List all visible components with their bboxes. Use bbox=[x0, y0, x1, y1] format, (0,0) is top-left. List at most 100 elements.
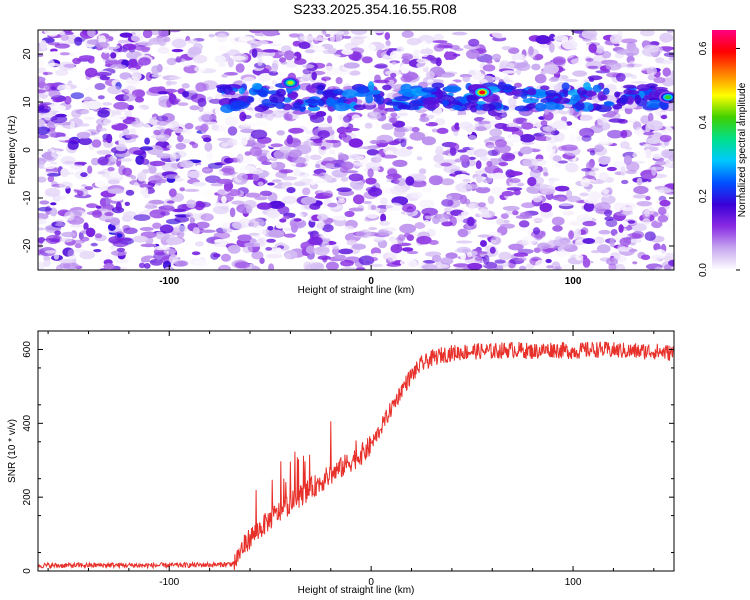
spectrogram-cell bbox=[257, 57, 263, 66]
spectrogram-cell bbox=[545, 89, 557, 97]
spectrogram-cell bbox=[628, 239, 642, 243]
spectrogram-cell bbox=[38, 227, 45, 231]
spectrogram-cell bbox=[659, 199, 671, 207]
spectrogram-cell bbox=[346, 239, 358, 246]
spectrogram-cell bbox=[149, 258, 164, 266]
spectrogram-cell bbox=[432, 40, 448, 44]
spectrogram-cell bbox=[153, 248, 167, 256]
spectrogram-cell bbox=[397, 234, 406, 241]
spectrogram-cell bbox=[574, 228, 582, 238]
spectrogram-cell bbox=[195, 164, 203, 172]
spectrogram-cell bbox=[170, 152, 177, 163]
spectrogram-cell bbox=[386, 263, 402, 267]
spectrogram-cells bbox=[38, 30, 674, 270]
spectrogram-cell bbox=[74, 36, 83, 46]
spectrogram-cell bbox=[485, 59, 493, 64]
spectrogram-cell bbox=[468, 156, 476, 160]
spectrogram-cell bbox=[231, 200, 245, 205]
spectrogram-cell bbox=[74, 161, 87, 165]
spectrogram-cell bbox=[603, 87, 610, 95]
spectrogram-cell bbox=[416, 235, 432, 245]
spectrogram-cell bbox=[337, 152, 345, 160]
spectrogram-cell bbox=[250, 129, 268, 140]
spectrogram-cell bbox=[327, 47, 337, 54]
spectrogram-cell bbox=[646, 137, 661, 145]
spectrogram-cell bbox=[65, 83, 81, 91]
spectrogram-cell bbox=[606, 166, 617, 172]
spectrogram-cell bbox=[246, 204, 253, 214]
spectrogram-cell bbox=[570, 58, 587, 66]
spectrogram-x-axis-label: Height of straight line (km) bbox=[298, 285, 415, 296]
spectrogram-cell bbox=[646, 120, 664, 131]
spectrogram-cell bbox=[525, 103, 536, 110]
spectrogram-cell bbox=[227, 244, 241, 254]
spectrogram-cell bbox=[138, 262, 146, 269]
spectrogram-cell bbox=[413, 49, 421, 55]
spectrogram-cell bbox=[107, 167, 115, 172]
spectrogram-cell bbox=[291, 156, 307, 164]
spectrogram-cell bbox=[602, 188, 610, 194]
spectrogram-cell bbox=[38, 76, 46, 83]
spectrogram-cell bbox=[262, 30, 279, 37]
spectrogram-cell bbox=[519, 133, 536, 143]
spectrogram-cell bbox=[63, 30, 72, 33]
spectrogram-cell bbox=[399, 223, 416, 234]
spectrogram-cell bbox=[200, 213, 214, 222]
spectrogram-cell bbox=[97, 171, 106, 175]
spectrogram-cell bbox=[179, 160, 194, 169]
spectrogram-cell bbox=[365, 177, 377, 185]
spectrogram-cell bbox=[613, 202, 627, 211]
spectrogram-cell bbox=[283, 233, 296, 238]
spectrogram-cell bbox=[529, 169, 541, 179]
spectrogram-cell bbox=[115, 143, 127, 152]
spectrogram-cell bbox=[177, 102, 189, 106]
spectrogram-cell bbox=[105, 60, 123, 65]
spectrogram-cell bbox=[302, 30, 320, 35]
spectrogram-cell bbox=[630, 81, 648, 84]
spectrogram-cell bbox=[159, 224, 174, 234]
colorbar: 0.0 0.2 0.4 0.6 Normalized spectral amplitu… bbox=[698, 30, 748, 277]
spectrogram-cell bbox=[55, 222, 66, 227]
spectrogram-cell bbox=[317, 100, 325, 107]
spectrogram-cell bbox=[288, 33, 301, 38]
spectrogram-cell bbox=[168, 188, 177, 198]
spectrogram-cell bbox=[258, 155, 268, 163]
spectrogram-cell bbox=[535, 259, 547, 269]
spectrogram-cell bbox=[367, 81, 375, 91]
spectrogram-cell bbox=[160, 66, 171, 70]
spectrogram-cell bbox=[467, 251, 473, 258]
spectrogram-cell bbox=[254, 105, 267, 112]
spectrogram-cell bbox=[216, 86, 226, 93]
spectrogram-cell bbox=[376, 134, 394, 144]
spectrogram-cell bbox=[272, 40, 290, 45]
spectrogram-cell bbox=[406, 250, 419, 255]
spectrogram-cell bbox=[543, 64, 559, 74]
spectrogram-cell bbox=[497, 264, 504, 270]
colorbar-tick-label: 0.6 bbox=[698, 41, 709, 55]
spectrogram-cell bbox=[143, 263, 151, 269]
spectrogram-cell bbox=[317, 123, 332, 128]
spectrogram-cell bbox=[487, 195, 495, 205]
spectrogram-cell bbox=[554, 103, 565, 110]
spectrogram-cell bbox=[38, 212, 49, 221]
spectrogram-cell bbox=[315, 111, 327, 117]
spectrogram-cell bbox=[174, 98, 181, 103]
spectrogram-cell bbox=[507, 62, 515, 70]
spectrogram-cell bbox=[652, 153, 662, 160]
spectrogram-cell bbox=[466, 95, 479, 104]
spectrogram-cell bbox=[519, 265, 527, 270]
spectrogram-cell bbox=[130, 34, 144, 42]
spectrogram-cell bbox=[327, 115, 333, 124]
spectrogram-cell bbox=[311, 71, 318, 81]
spectrogram-cell bbox=[340, 176, 349, 182]
snr-frame bbox=[37, 330, 675, 572]
spectrogram-cell bbox=[384, 32, 391, 41]
spectrogram-cell bbox=[213, 203, 229, 207]
spectrogram-cell bbox=[414, 222, 426, 229]
spectrogram-cell bbox=[322, 157, 337, 167]
spectrogram-x-ticks: -100 0 100 bbox=[159, 30, 582, 287]
spectrogram-cell bbox=[189, 141, 196, 145]
spectrogram-cell bbox=[627, 220, 636, 224]
spectrogram-cell bbox=[410, 191, 423, 199]
spectrogram-cell bbox=[78, 55, 95, 61]
